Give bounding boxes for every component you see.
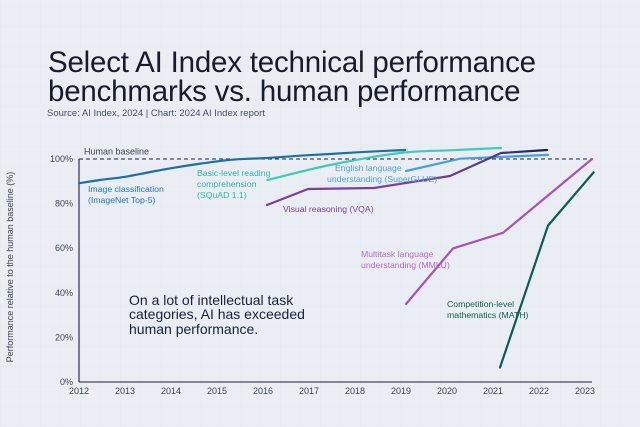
svg-text:2020: 2020 — [437, 386, 457, 396]
svg-text:2021: 2021 — [483, 386, 503, 396]
svg-text:Basic-level reading: Basic-level reading — [197, 168, 271, 178]
svg-text:2012: 2012 — [69, 386, 89, 396]
svg-text:2016: 2016 — [253, 386, 273, 396]
svg-text:2015: 2015 — [207, 386, 227, 396]
svg-text:understanding (SuperGLUE): understanding (SuperGLUE) — [327, 174, 437, 184]
svg-text:2019: 2019 — [391, 386, 411, 396]
svg-text:Image classification: Image classification — [88, 184, 164, 194]
svg-text:Human baseline: Human baseline — [84, 147, 149, 157]
svg-text:(ImageNet Top-5): (ImageNet Top-5) — [88, 195, 156, 205]
svg-text:60%: 60% — [55, 243, 73, 253]
svg-text:Competition-level: Competition-level — [447, 299, 514, 309]
svg-text:mathematics (MATH): mathematics (MATH) — [447, 310, 529, 320]
svg-text:2014: 2014 — [161, 386, 181, 396]
svg-text:100%: 100% — [50, 154, 73, 164]
svg-text:comprehension: comprehension — [197, 179, 257, 189]
svg-text:understanding (MMLU): understanding (MMLU) — [361, 260, 450, 270]
svg-text:(SQuAD 1.1): (SQuAD 1.1) — [197, 190, 247, 200]
svg-text:Multitask language: Multitask language — [361, 249, 434, 259]
svg-text:2018: 2018 — [345, 386, 365, 396]
svg-text:2023: 2023 — [575, 386, 595, 396]
svg-text:Visual reasoning (VQA): Visual reasoning (VQA) — [283, 204, 374, 214]
svg-text:2022: 2022 — [529, 386, 549, 396]
svg-text:English language: English language — [335, 163, 402, 173]
svg-text:2017: 2017 — [299, 386, 319, 396]
svg-text:40%: 40% — [55, 288, 73, 298]
svg-text:20%: 20% — [55, 332, 73, 342]
svg-text:80%: 80% — [55, 199, 73, 209]
svg-text:2013: 2013 — [115, 386, 135, 396]
